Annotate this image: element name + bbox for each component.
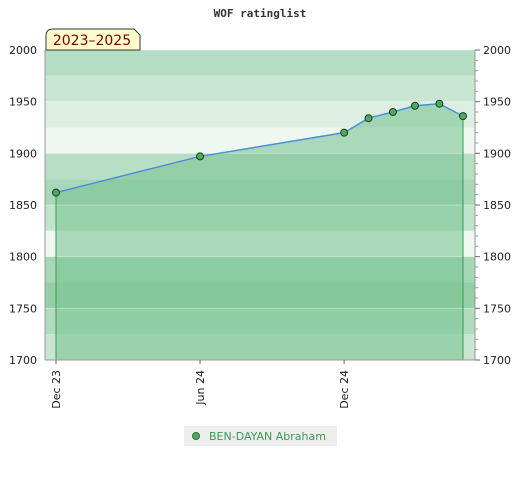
legend: BEN-DAYAN Abraham [184, 426, 337, 446]
y-tick-label-right: 2000 [483, 44, 511, 57]
y-tick-label-right: 1700 [483, 354, 511, 367]
y-tick-label-left: 1900 [9, 147, 37, 160]
legend-label: BEN-DAYAN Abraham [209, 430, 326, 443]
y-tick-label-left: 1800 [9, 251, 37, 264]
y-tick-label-right: 1950 [483, 96, 511, 109]
x-axis: Dec 23 Jun 24 Dec 24 [50, 360, 351, 409]
period-badge-label: 2023–2025 [53, 33, 131, 49]
endpoint-drop-lines [55, 116, 464, 360]
background-band [45, 50, 475, 76]
data-point [459, 112, 467, 121]
y-axis-right: 1700 1750 1800 1850 1900 1950 2000 [475, 44, 511, 367]
series-line [55, 102, 464, 194]
chart-title: WOF ratinglist [214, 7, 307, 20]
y-tick-label-left: 1950 [9, 96, 37, 109]
data-point [52, 188, 60, 197]
y-tick-label-right: 1750 [483, 302, 511, 315]
x-tick-label: Dec 23 [50, 370, 63, 409]
x-tick-label: Jun 24 [194, 370, 207, 406]
y-axis-left: 1700 1750 1800 1850 1900 1950 2000 [9, 44, 37, 367]
legend-marker [192, 432, 200, 440]
period-badge: 2023–2025 [45, 28, 141, 51]
data-point [340, 128, 349, 137]
x-tick-label: Dec 24 [338, 370, 351, 409]
data-point [364, 114, 373, 123]
y-tick-label-right: 1800 [483, 251, 511, 264]
data-point [196, 152, 205, 161]
y-tick-label-left: 1750 [9, 302, 37, 315]
data-points [52, 99, 467, 197]
series-polyline [55, 102, 464, 194]
data-point [388, 108, 397, 116]
data-point [435, 99, 444, 108]
y-tick-label-right: 1850 [483, 199, 511, 212]
data-point [410, 101, 419, 110]
y-tick-label-left: 1700 [9, 354, 37, 367]
y-tick-label-right: 1900 [483, 147, 511, 160]
y-tick-label-left: 1850 [9, 199, 37, 212]
y-tick-label-left: 2000 [9, 44, 37, 57]
background-band [45, 75, 475, 102]
